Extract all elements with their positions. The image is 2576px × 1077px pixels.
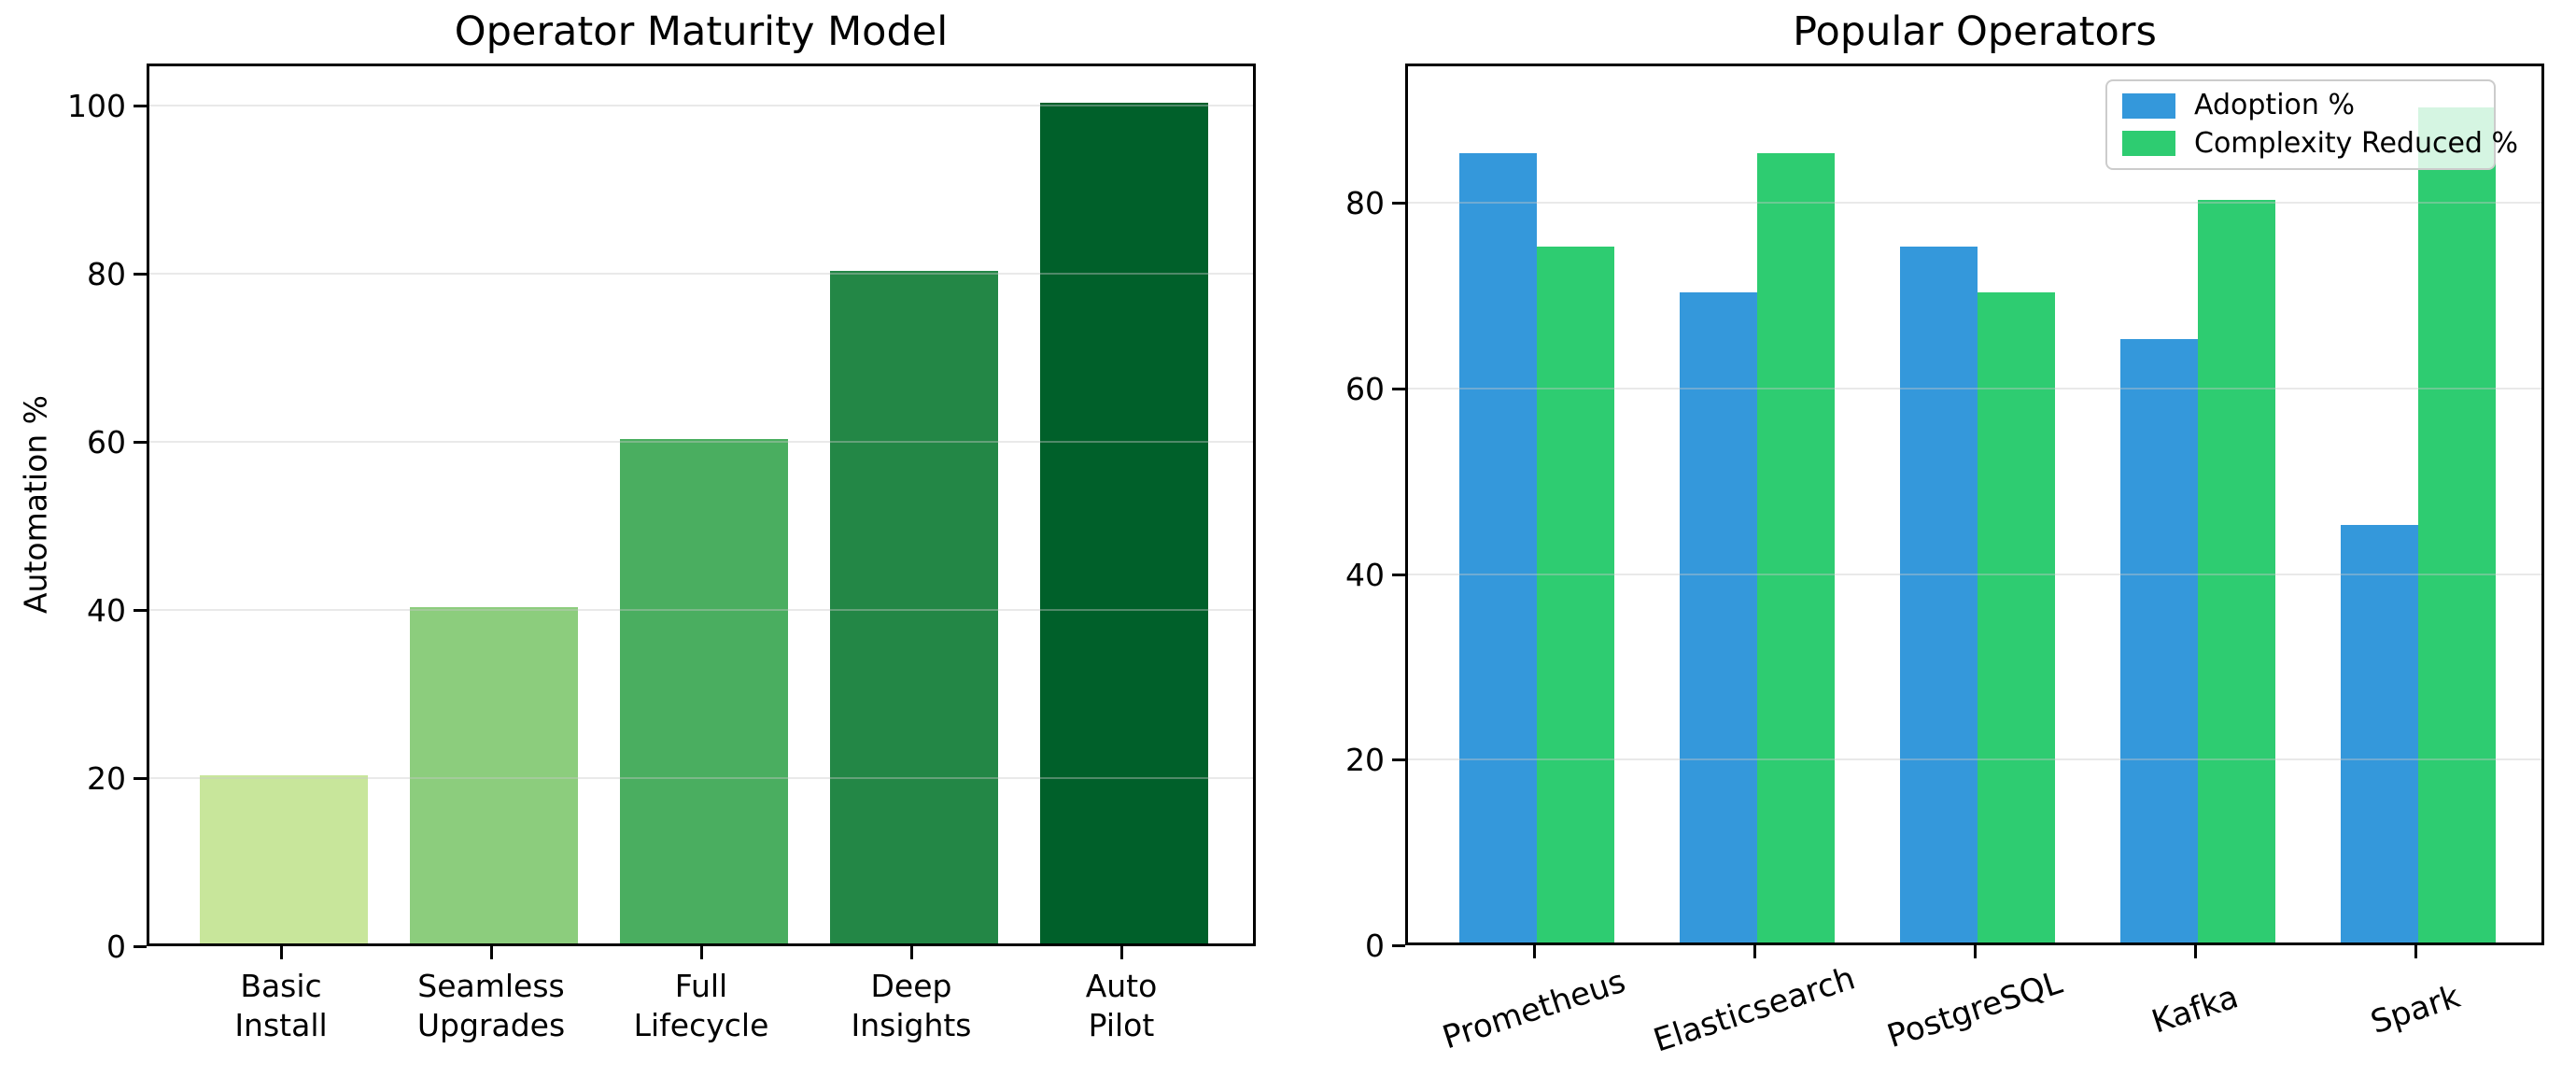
x-tick-mark (1120, 946, 1123, 959)
bar-spark-adoption (2341, 524, 2418, 942)
x-tick-mark (1974, 945, 1977, 958)
bar-kafka-complexity (2197, 200, 2275, 942)
x-tick-mark (2193, 945, 2197, 958)
x-tick-mark (1753, 945, 1757, 958)
legend-item-complexity: Complexity Reduced % (2122, 128, 2518, 159)
x-category-label: Basic Install (234, 968, 328, 1043)
y-tick-mark (1392, 387, 1405, 390)
bar-elasticsearch-adoption (1680, 292, 1757, 942)
legend-label-complexity: Complexity Reduced % (2194, 126, 2519, 160)
bar-elasticsearch-complexity (1757, 153, 1835, 942)
x-tick-mark (280, 946, 283, 959)
y-tick-label: 0 (1365, 928, 1385, 964)
y-tick-mark (134, 441, 147, 444)
gridline-y-20 (1408, 758, 2541, 761)
x-tick-mark (1533, 945, 1537, 958)
x-category-label: PostgreSQL (1882, 963, 2067, 1056)
gridline-y-80 (1408, 202, 2541, 205)
gridline-y-100 (149, 105, 1253, 106)
right-chart-title: Popular Operators (1793, 8, 2157, 55)
x-category-label: Kafka (2147, 978, 2244, 1042)
x-category-label: Full Lifecycle (633, 968, 769, 1043)
x-category-label: Seamless Upgrades (416, 968, 566, 1043)
x-category-label: Prometheus (1438, 962, 1630, 1057)
x-category-label: Spark (2366, 977, 2465, 1042)
left-chart-title: Operator Maturity Model (454, 8, 949, 55)
bar-prometheus-complexity (1537, 246, 1614, 942)
y-tick-label: 20 (1345, 742, 1385, 779)
bar-seamless-upgrades (410, 607, 578, 943)
y-tick-label: 40 (87, 592, 126, 629)
bar-full-lifecycle (620, 439, 788, 943)
x-tick-mark (700, 946, 703, 959)
gridline-y-80 (149, 273, 1253, 275)
bar-prometheus-adoption (1459, 153, 1538, 942)
y-tick-mark (1392, 202, 1405, 205)
gridline-y-60 (1408, 387, 2541, 390)
y-tick-label: 20 (87, 760, 126, 797)
gridline-y-20 (149, 777, 1253, 779)
y-tick-label: 0 (106, 928, 126, 965)
y-tick-mark (1392, 573, 1405, 576)
bar-postgresql-complexity (1978, 292, 2055, 942)
x-tick-mark (910, 946, 913, 959)
y-tick-mark (134, 609, 147, 612)
bar-deep-insights (830, 271, 998, 943)
legend-item-adoption: Adoption % (2122, 91, 2494, 120)
y-tick-mark (134, 777, 147, 780)
x-category-label: Elasticsearch (1649, 959, 1860, 1060)
right-plot-area (1405, 64, 2544, 945)
x-category-label: Deep Insights (851, 968, 972, 1043)
y-tick-label: 60 (87, 424, 126, 461)
x-category-label: Auto Pilot (1085, 968, 1158, 1043)
complexity-legend-swatch (2122, 131, 2175, 157)
bar-basic-install (200, 775, 368, 943)
bar-spark-complexity (2417, 106, 2496, 942)
x-tick-mark (490, 946, 493, 959)
left-plot-area (147, 64, 1256, 946)
y-tick-mark (134, 945, 147, 948)
bar-auto-pilot (1040, 103, 1208, 943)
bar-postgresql-adoption (1900, 246, 1978, 942)
gridline-y-40 (149, 609, 1253, 611)
y-tick-mark (1392, 758, 1405, 762)
y-tick-label: 80 (87, 256, 126, 292)
y-tick-mark (134, 273, 147, 276)
gridline-y-60 (149, 441, 1253, 443)
bar-kafka-adoption (2120, 339, 2198, 942)
legend: Adoption % Complexity Reduced % (2105, 79, 2518, 170)
y-tick-mark (1392, 944, 1405, 947)
x-tick-mark (2414, 945, 2417, 958)
adoption-legend-swatch (2122, 92, 2175, 119)
y-tick-label: 80 (1345, 185, 1385, 222)
y-tick-label: 60 (1345, 370, 1385, 407)
legend-label-adoption: Adoption % (2194, 89, 2355, 122)
y-tick-label: 40 (1345, 556, 1385, 593)
y-tick-label: 100 (67, 88, 126, 124)
y-tick-mark (134, 105, 147, 107)
gridline-y-40 (1408, 573, 2541, 575)
